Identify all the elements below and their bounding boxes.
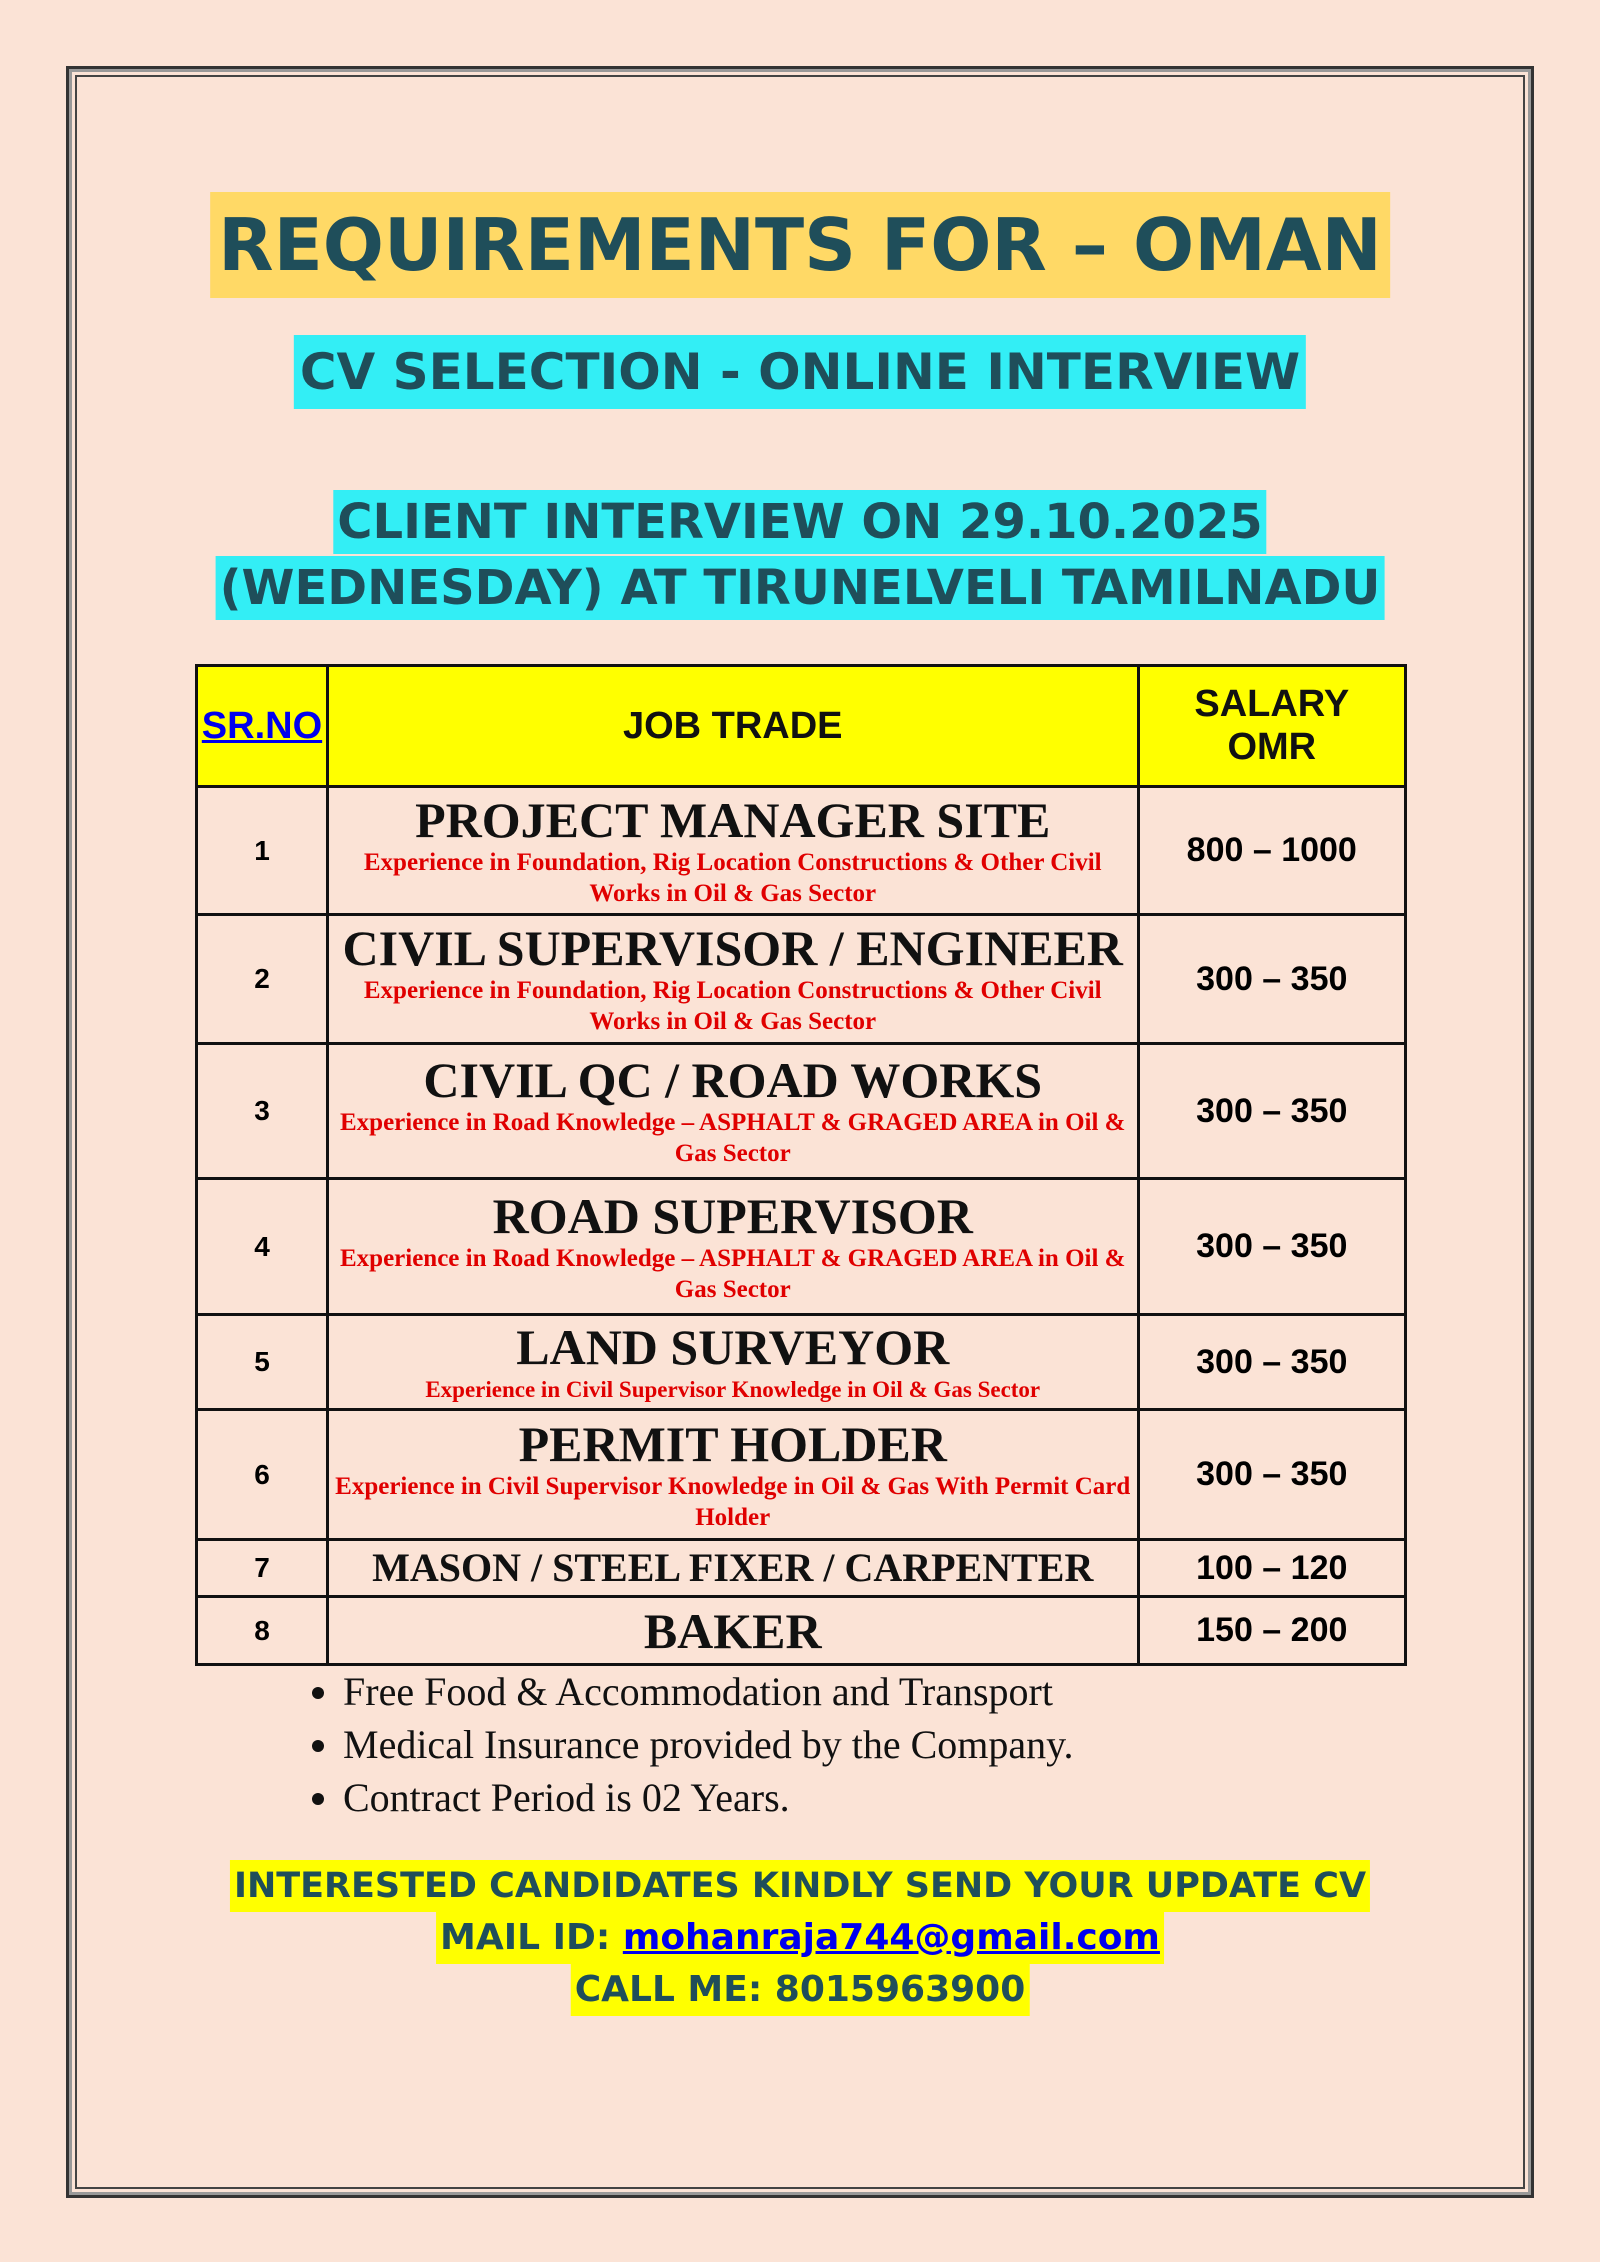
job-cell: PERMIT HOLDER Experience in Civil Supervi… <box>325 1408 1140 1541</box>
job-cell: BAKER <box>325 1595 1140 1666</box>
job-cell: MASON / STEEL FIXER / CARPENTER <box>325 1538 1140 1598</box>
footer-phone: CALL ME: 8015963900 <box>570 1964 1030 2016</box>
benefits-list: Free Food & Accommodation and Transport … <box>299 1665 1074 1824</box>
table-row: 6 PERMIT HOLDER Experience in Civil Super… <box>195 1408 1408 1541</box>
header-salary: SALARY OMR <box>1136 664 1408 788</box>
salary: 150 – 200 <box>1136 1595 1408 1666</box>
sr-no: 4 <box>195 1177 329 1316</box>
sr-no: 8 <box>195 1595 329 1666</box>
salary: 300 – 350 <box>1136 1042 1408 1180</box>
sr-no: 2 <box>195 913 329 1045</box>
job-description: Experience in Civil Supervisor Knowledge… <box>425 1376 1041 1402</box>
subtitle: CV SELECTION - ONLINE INTERVIEW <box>293 335 1307 409</box>
job-title: BAKER <box>643 1602 822 1659</box>
job-description: Experience in Civil Supervisor Knowledge… <box>335 1472 1131 1531</box>
table-row: 1 PROJECT MANAGER SITE Experience in Foun… <box>195 785 1408 916</box>
footer-mail: MAIL ID: mohanraja744@gmail.com <box>436 1912 1164 1964</box>
table-row: 7 MASON / STEEL FIXER / CARPENTER 100 – … <box>195 1538 1408 1598</box>
jobs-table: SR.NO JOB TRADE SALARY OMR 1 PROJECT MANA… <box>195 664 1408 1666</box>
salary: 800 – 1000 <box>1136 785 1408 916</box>
job-title: CIVIL QC / ROAD WORKS <box>423 1052 1043 1108</box>
interview-date: CLIENT INTERVIEW ON 29.10.2025 <box>333 490 1267 554</box>
sr-no: 6 <box>195 1408 329 1541</box>
job-title: ROAD SUPERVISOR <box>492 1187 973 1244</box>
job-title: MASON / STEEL FIXER / CARPENTER <box>372 1545 1094 1590</box>
job-cell: CIVIL SUPERVISOR / ENGINEER Experience in… <box>325 913 1140 1045</box>
page-title: REQUIREMENTS FOR – OMAN <box>210 192 1390 298</box>
sr-no: 5 <box>195 1313 329 1411</box>
table-row: 5 LAND SURVEYOR Experience in Civil Super… <box>195 1313 1408 1411</box>
table-row: 3 CIVIL QC / ROAD WORKS Experience in Roa… <box>195 1042 1408 1180</box>
job-description: Experience in Foundation, Rig Location C… <box>363 977 1102 1035</box>
salary: 300 – 350 <box>1136 913 1408 1045</box>
job-title: LAND SURVEYOR <box>516 1318 950 1375</box>
page-border <box>66 66 1534 2198</box>
table-header: SR.NO JOB TRADE SALARY OMR <box>195 664 1408 788</box>
job-description: Experience in Road Knowledge – ASPHALT &… <box>339 1109 1126 1167</box>
job-cell: CIVIL QC / ROAD WORKS Experience in Road … <box>325 1042 1140 1180</box>
table-row: 2 CIVIL SUPERVISOR / ENGINEER Experience … <box>195 913 1408 1045</box>
benefit-item: Medical Insurance provided by the Compan… <box>343 1718 1074 1771</box>
table-row: 8 BAKER 150 – 200 <box>195 1595 1408 1666</box>
benefit-item: Contract Period is 02 Years. <box>343 1771 1074 1824</box>
job-description: Experience in Road Knowledge – ASPHALT &… <box>339 1244 1126 1303</box>
job-cell: ROAD SUPERVISOR Experience in Road Knowle… <box>325 1177 1140 1316</box>
sr-no: 1 <box>195 785 329 916</box>
footer-cta: INTERESTED CANDIDATES KINDLY SEND YOUR U… <box>229 1860 1371 1912</box>
header-sr-no: SR.NO <box>195 664 329 788</box>
job-description: Experience in Foundation, Rig Location C… <box>363 848 1102 907</box>
job-cell: LAND SURVEYOR Experience in Civil Supervi… <box>325 1313 1140 1411</box>
table-row: 4 ROAD SUPERVISOR Experience in Road Know… <box>195 1177 1408 1316</box>
job-cell: PROJECT MANAGER SITE Experience in Founda… <box>325 785 1140 916</box>
sr-no: 3 <box>195 1042 329 1180</box>
job-title: PROJECT MANAGER SITE <box>415 791 1051 848</box>
job-title: CIVIL SUPERVISOR / ENGINEER <box>342 920 1123 976</box>
job-title: PERMIT HOLDER <box>518 1415 947 1472</box>
salary: 300 – 350 <box>1136 1408 1408 1541</box>
benefit-item: Free Food & Accommodation and Transport <box>343 1665 1074 1718</box>
email-link[interactable]: mohanraja744@gmail.com <box>622 1917 1160 1958</box>
interview-location: (WEDNESDAY) AT TIRUNELVELI TAMILNADU <box>215 556 1385 620</box>
salary: 300 – 350 <box>1136 1177 1408 1316</box>
sr-no: 7 <box>195 1538 329 1598</box>
header-job-trade: JOB TRADE <box>325 664 1140 788</box>
salary: 100 – 120 <box>1136 1538 1408 1598</box>
salary: 300 – 350 <box>1136 1313 1408 1411</box>
